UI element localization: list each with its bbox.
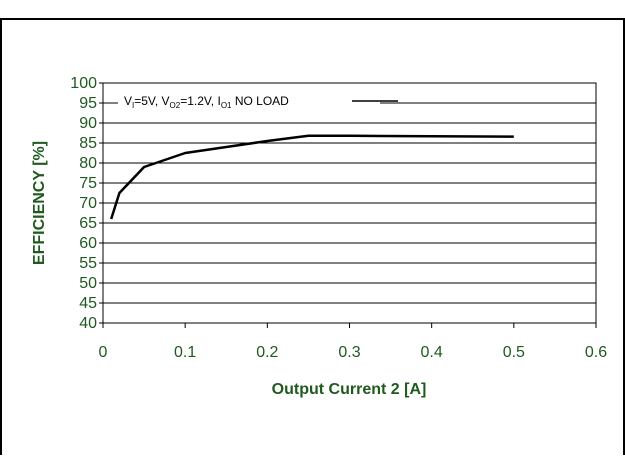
series-group	[111, 136, 514, 219]
y-tick-label: 50	[79, 275, 97, 292]
y-tick-label: 65	[79, 215, 97, 232]
legend-label: VI=5V, VO2=1.2V, IO1 NO LOAD	[124, 94, 289, 110]
legend-vo-sub: O2	[170, 101, 181, 110]
x-tick-label: 0.4	[421, 344, 443, 361]
legend-v: V	[124, 94, 132, 108]
gridlines	[99, 83, 596, 328]
y-tick-label: 45	[79, 295, 97, 312]
y-tick-label: 90	[79, 115, 97, 132]
x-tick-label: 0	[99, 344, 108, 361]
y-tick-label: 60	[79, 235, 97, 252]
x-tick-label: 0.3	[338, 344, 360, 361]
y-tick-label: 55	[79, 255, 97, 272]
x-tick-label: 0.1	[174, 344, 196, 361]
x-axis-title: Output Current 2 [A]	[272, 381, 427, 398]
y-tick-label: 95	[79, 95, 97, 112]
efficiency-series-line-0	[111, 136, 514, 219]
x-tick-label: 0.5	[503, 344, 525, 361]
y-tick-label: 70	[79, 195, 97, 212]
y-tick-label: 100	[70, 75, 97, 92]
legend-vo-val: =1.2V,	[180, 94, 217, 108]
x-tick-label: 0.6	[585, 344, 607, 361]
y-axis-title: EFFICIENCY [%]	[31, 141, 48, 265]
y-tick-label: 85	[79, 135, 97, 152]
legend-vo: V	[162, 94, 170, 108]
legend-io-val: NO LOAD	[231, 94, 289, 108]
legend-io-sub: O1	[221, 101, 232, 110]
y-tick-label: 75	[79, 175, 97, 192]
x-tick-labels: 0 0.1 0.2 0.3 0.4 0.5 0.6	[99, 344, 608, 361]
legend-v-val: =5V,	[134, 94, 161, 108]
y-tick-label: 80	[79, 155, 97, 172]
x-tick-label: 0.2	[256, 344, 278, 361]
y-tick-label: 40	[79, 315, 97, 332]
y-tick-labels: 40 45 50 55 60 65 70 75 80 85 90 95 100	[70, 75, 97, 332]
